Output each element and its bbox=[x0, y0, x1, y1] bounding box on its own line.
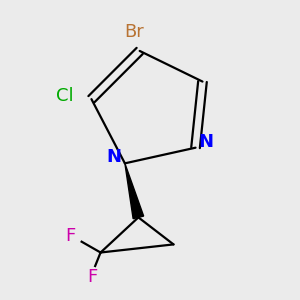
Text: Cl: Cl bbox=[56, 87, 73, 105]
Text: Br: Br bbox=[124, 23, 144, 41]
Text: F: F bbox=[87, 268, 98, 286]
Text: N: N bbox=[199, 133, 214, 151]
Text: F: F bbox=[66, 227, 76, 245]
Polygon shape bbox=[125, 163, 144, 219]
Text: N: N bbox=[106, 148, 122, 166]
